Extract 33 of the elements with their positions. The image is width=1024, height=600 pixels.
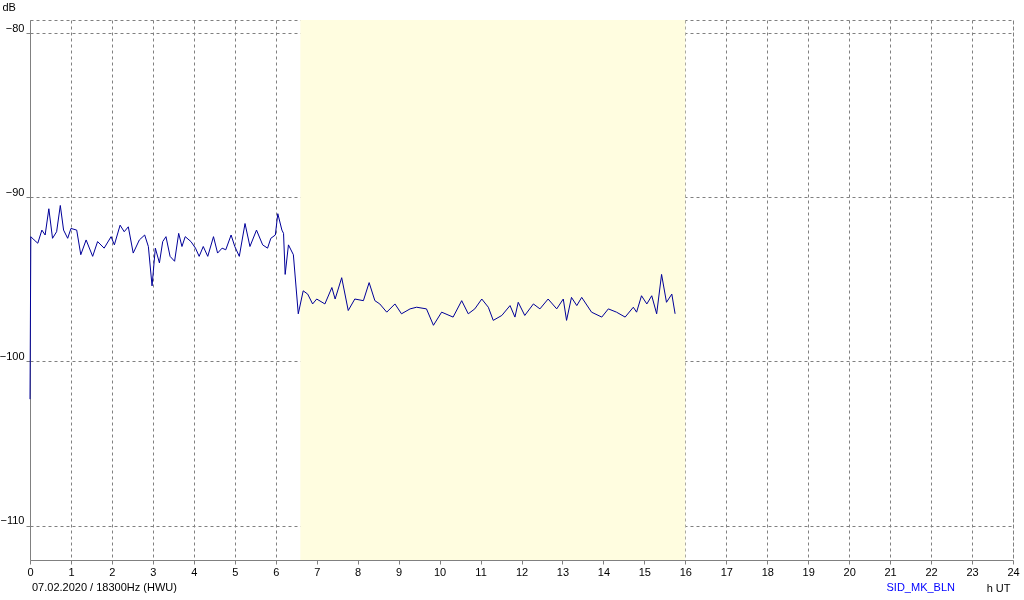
x-tick-label: 4	[191, 565, 198, 578]
y-tick-label: −80	[5, 21, 25, 34]
x-axis-title: h UT	[986, 581, 1011, 594]
x-tick-label: 11	[475, 565, 487, 578]
x-tick-label: 13	[556, 565, 570, 578]
x-tick-label: 23	[966, 565, 979, 578]
x-tick-label: 24	[1007, 565, 1020, 578]
y-tick-label: −100	[0, 349, 25, 362]
text: SID_MK_BLN	[886, 581, 956, 593]
y-tick-label: −110	[0, 514, 25, 527]
x-tick-label: 6	[273, 565, 280, 578]
y-tick-label: −90	[5, 185, 25, 198]
x-tick-label: 16	[679, 565, 692, 578]
x-tick-label: 9	[396, 565, 403, 578]
x-tick-label: 3	[150, 565, 157, 578]
x-tick-label: 7	[314, 565, 321, 578]
x-tick-label: 20	[843, 565, 856, 578]
x-tick-label: 12	[515, 565, 529, 578]
x-tick-label: 17	[720, 565, 733, 578]
x-tick-label: 22	[925, 565, 938, 578]
x-tick-label: 1	[68, 565, 75, 578]
x-tick-label: 0	[27, 565, 34, 578]
x-tick-label: 14	[597, 565, 611, 578]
text: 07.02.2020 / 18300Hz (HWU)	[32, 581, 177, 593]
x-tick-label: 10	[433, 565, 447, 578]
y-axis-title: dB	[2, 0, 16, 13]
x-tick-label: 18	[761, 565, 774, 578]
x-tick-label: 2	[109, 565, 116, 578]
x-tick-label: 8	[355, 565, 362, 578]
x-tick-label: 15	[638, 565, 651, 578]
x-tick-label: 19	[802, 565, 815, 578]
x-tick-label: 5	[232, 565, 239, 578]
x-tick-label: 21	[884, 565, 897, 578]
